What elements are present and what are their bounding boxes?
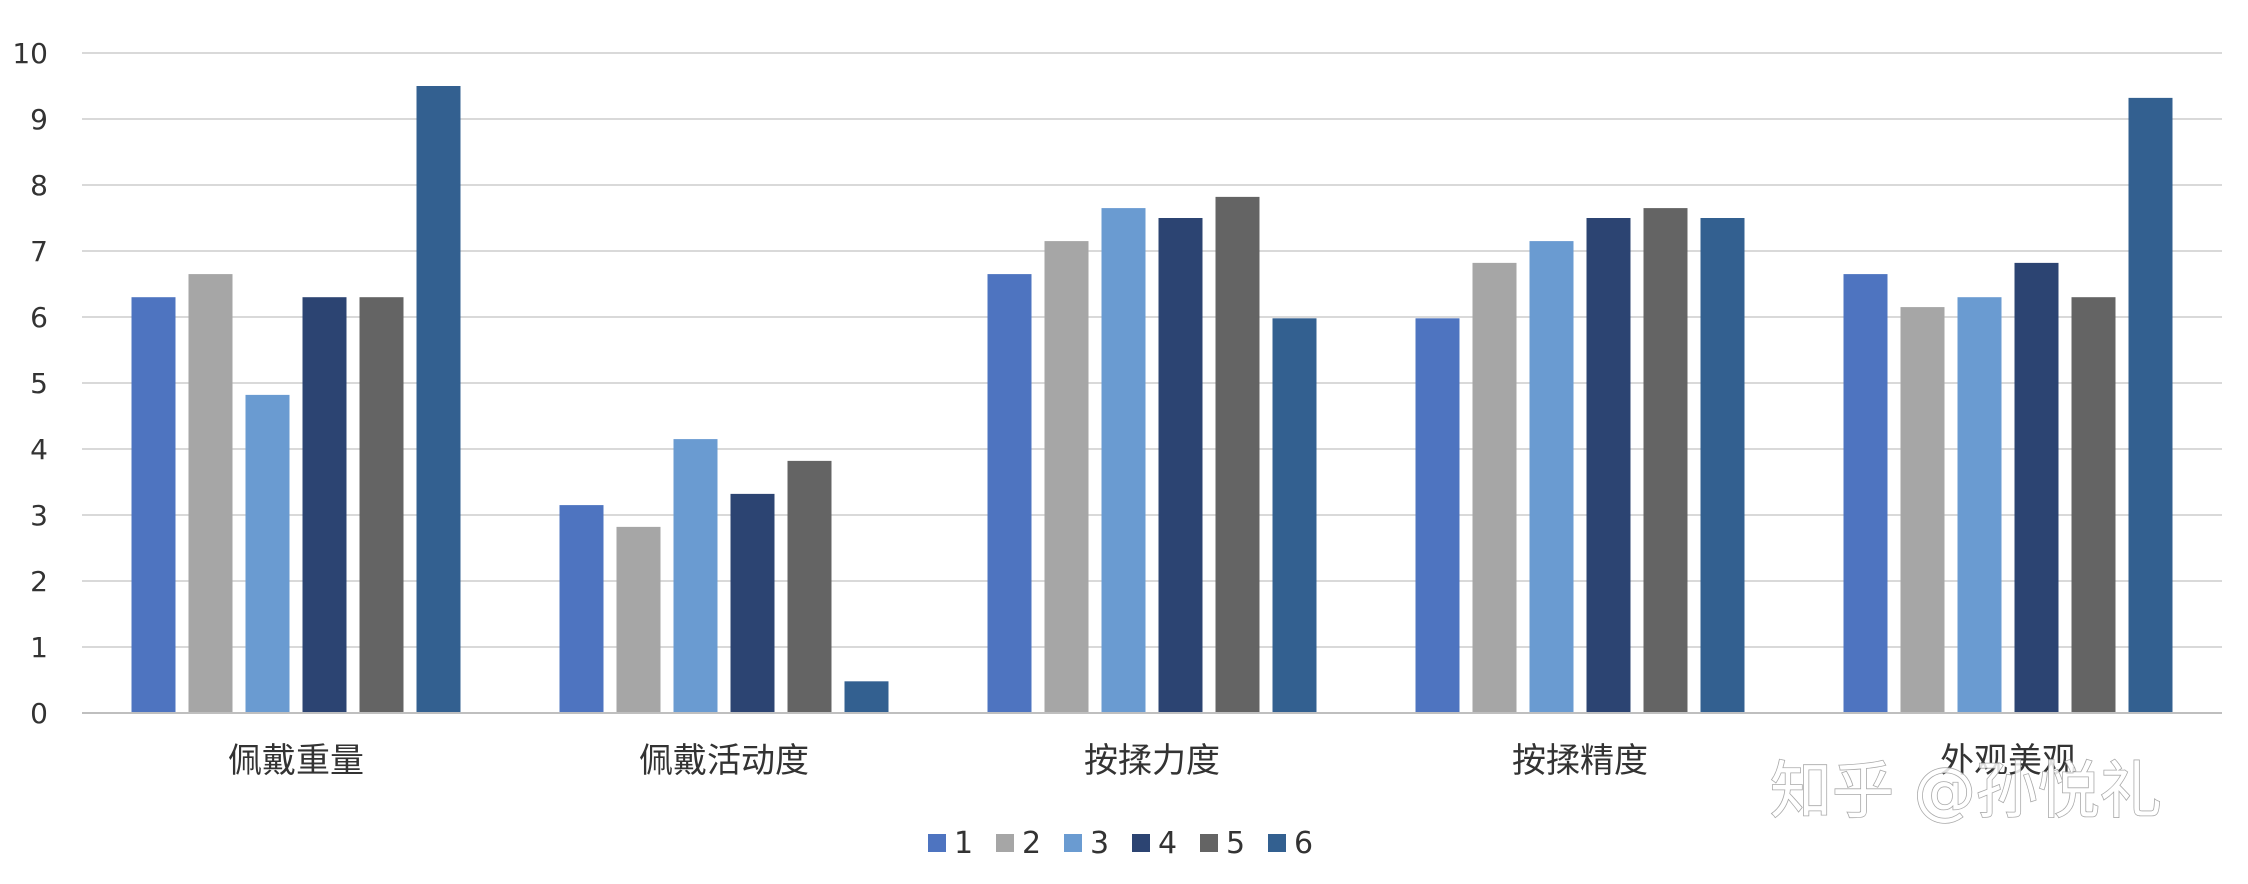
legend-label: 4 — [1158, 826, 1177, 861]
bar-1-series-6 — [416, 86, 461, 713]
x-category-label: 按揉力度 — [1084, 741, 1220, 781]
bar-5-series-3 — [1957, 297, 2002, 713]
bar-5-series-1 — [1843, 274, 1888, 713]
x-category-label: 佩戴活动度 — [639, 741, 809, 781]
legend-swatch — [1200, 834, 1218, 852]
bars — [131, 86, 2173, 713]
legend-swatch — [1064, 834, 1082, 852]
bar-2-series-2 — [616, 526, 661, 713]
bar-5-series-6 — [2128, 97, 2173, 713]
y-tick-label: 4 — [30, 433, 48, 466]
x-category-label: 按揉精度 — [1512, 741, 1648, 781]
y-tick-label: 7 — [30, 235, 48, 268]
bar-2-series-6 — [844, 681, 889, 713]
bar-5-series-2 — [1900, 307, 1945, 713]
bar-3-series-6 — [1272, 318, 1317, 713]
bar-1-series-4 — [302, 297, 347, 713]
bar-5-series-4 — [2014, 262, 2059, 713]
bar-2-series-1 — [559, 505, 604, 713]
y-tick-label: 10 — [12, 37, 48, 70]
bar-4-series-3 — [1529, 241, 1574, 713]
x-category-label: 佩戴重量 — [228, 741, 364, 781]
bar-3-series-4 — [1158, 218, 1203, 713]
bar-4-series-2 — [1472, 262, 1517, 713]
bar-1-series-5 — [359, 297, 404, 713]
y-tick-label: 6 — [30, 301, 48, 334]
legend-swatch — [928, 834, 946, 852]
y-tick-label: 1 — [30, 631, 48, 664]
bar-3-series-1 — [987, 274, 1032, 713]
legend-swatch — [1132, 834, 1150, 852]
legend-label: 2 — [1022, 826, 1041, 861]
legend-swatch — [1268, 834, 1286, 852]
y-tick-label: 8 — [30, 169, 48, 202]
y-tick-label: 5 — [30, 367, 48, 400]
bar-4-series-6 — [1700, 218, 1745, 713]
legend-label: 5 — [1226, 826, 1245, 861]
bar-1-series-2 — [188, 274, 233, 713]
bar-4-series-4 — [1586, 218, 1631, 713]
bar-1-series-1 — [131, 297, 176, 713]
y-tick-label: 0 — [30, 697, 48, 730]
bar-4-series-1 — [1415, 318, 1460, 713]
bar-2-series-4 — [730, 493, 775, 713]
legend: 1 2 3 4 5 6 — [928, 826, 1313, 861]
bar-3-series-3 — [1101, 208, 1146, 713]
axes: 0 1 2 3 4 5 6 7 8 9 10 佩戴重量 佩戴活动度 按揉力度 按揉精度 外观美观 — [12, 37, 2222, 781]
y-tick-label: 9 — [30, 103, 48, 136]
watermark-text: 知乎 @孙悦礼 — [1770, 754, 2162, 827]
legend-label: 6 — [1294, 826, 1313, 861]
bar-3-series-2 — [1044, 241, 1089, 713]
x-category-label: 外观美观 — [1940, 741, 2076, 781]
y-tick-label: 2 — [30, 565, 48, 598]
bar-4-series-5 — [1643, 208, 1688, 713]
legend-label: 1 — [954, 826, 973, 861]
bar-1-series-3 — [245, 394, 290, 713]
bar-5-series-5 — [2071, 297, 2116, 713]
legend-label: 3 — [1090, 826, 1109, 861]
bar-2-series-3 — [673, 439, 718, 713]
bar-2-series-5 — [787, 460, 832, 713]
y-tick-label: 3 — [30, 499, 48, 532]
bar-3-series-5 — [1215, 196, 1260, 713]
legend-swatch — [996, 834, 1014, 852]
